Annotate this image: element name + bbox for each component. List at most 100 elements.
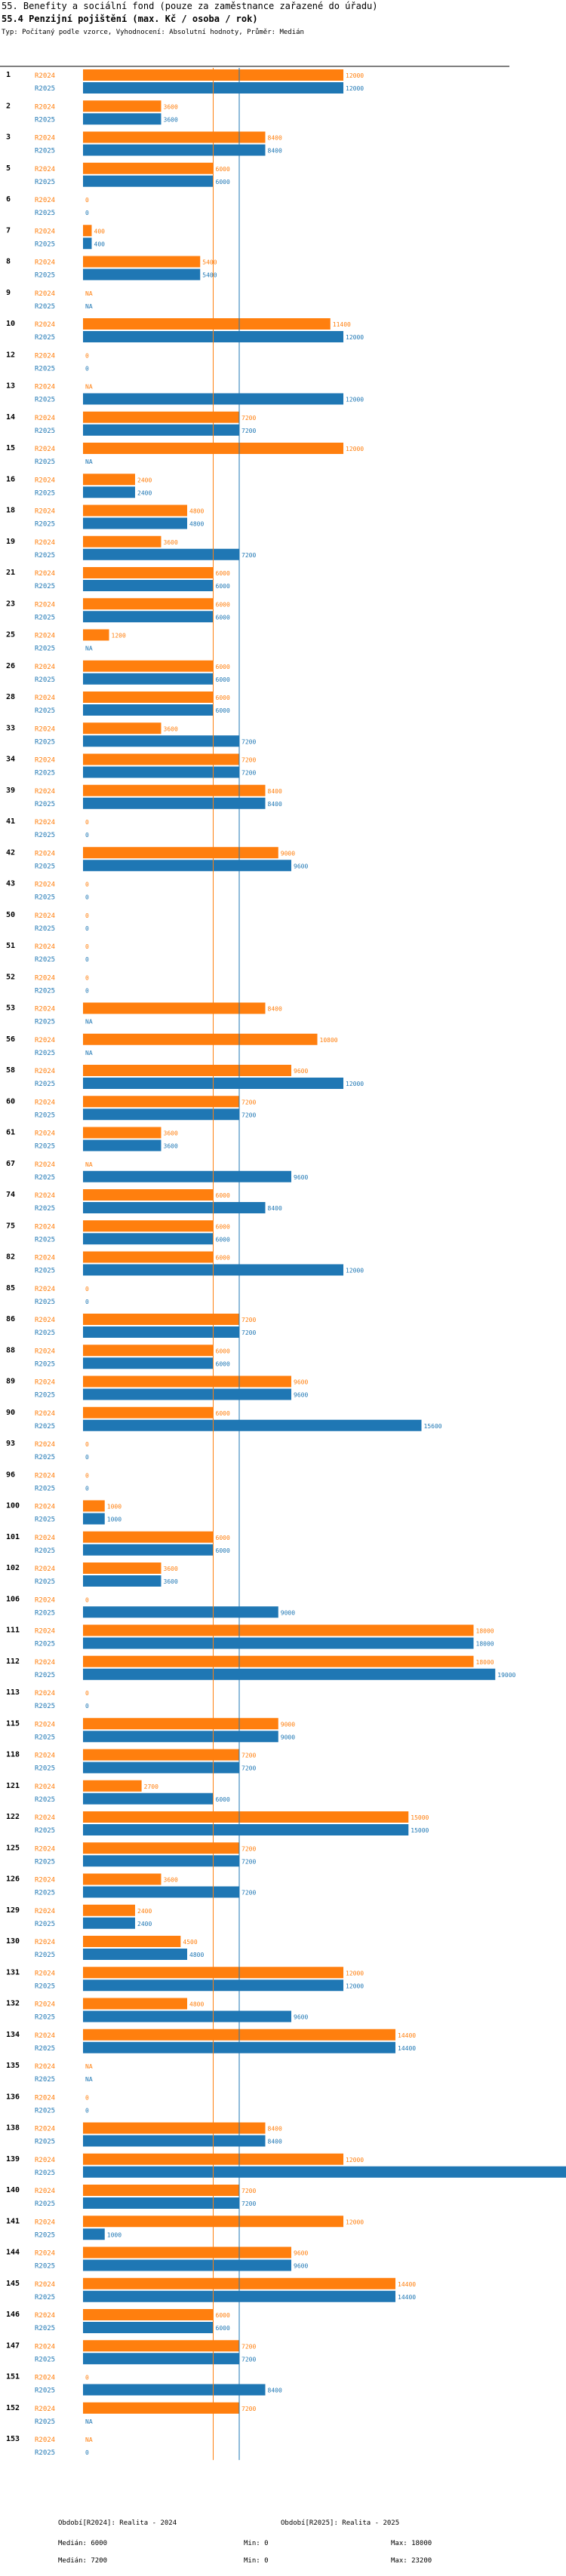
group-label-9: 9 (6, 289, 11, 297)
bar-r2025-90 (83, 1419, 422, 1431)
value-label-r2025-19: 7200 (241, 552, 256, 559)
value-label-r2024-85: 0 (85, 1286, 89, 1293)
legend-r2025-max: Max: 23200 (391, 2557, 432, 2565)
bar-r2025-100 (83, 1513, 105, 1525)
series-label-r2024-52: R2024 (35, 974, 55, 982)
value-label-r2025-136: 0 (85, 2107, 89, 2114)
value-label-r2025-144: 9600 (294, 2263, 308, 2270)
value-label-r2025-153: 0 (85, 2449, 89, 2456)
series-label-r2024-12: R2024 (35, 352, 55, 360)
bar-r2024-86 (83, 1314, 239, 1325)
value-label-r2025-106: 9000 (281, 1609, 295, 1616)
series-label-r2025-34: R2025 (35, 770, 55, 777)
series-label-r2025-41: R2025 (35, 832, 55, 839)
series-label-r2025-122: R2025 (35, 1827, 55, 1835)
value-label-r2024-2: 3600 (164, 103, 178, 110)
series-label-r2024-42: R2024 (35, 850, 55, 857)
series-label-r2024-90: R2024 (35, 1410, 55, 1418)
group-label-56: 56 (6, 1035, 15, 1044)
value-label-r2024-16: 2400 (137, 477, 152, 483)
bar-r2024-111 (83, 1624, 474, 1636)
value-label-r2025-23: 6000 (216, 614, 230, 621)
series-label-r2024-136: R2024 (35, 2094, 55, 2102)
value-label-r2024-25: 1200 (112, 633, 126, 639)
series-label-r2025-53: R2025 (35, 1019, 55, 1026)
series-label-r2025-96: R2025 (35, 1485, 55, 1492)
series-label-r2025-89: R2025 (35, 1392, 55, 1400)
bar-r2024-146 (83, 2309, 214, 2320)
value-label-r2024-61: 3600 (164, 1130, 178, 1137)
series-label-r2025-15: R2025 (35, 458, 55, 466)
value-label-r2025-74: 8400 (268, 1205, 282, 1212)
group-label-152: 152 (6, 2404, 20, 2412)
value-label-r2025-111: 18000 (476, 1641, 494, 1648)
legend-r2024-label: Období[R2024]: Realita - 2024 (58, 2519, 177, 2527)
series-label-r2025-140: R2025 (35, 2200, 55, 2208)
series-label-r2025-51: R2025 (35, 956, 55, 964)
series-label-r2024-18: R2024 (35, 508, 55, 516)
series-label-r2024-96: R2024 (35, 1472, 55, 1480)
series-label-r2025-67: R2025 (35, 1174, 55, 1182)
series-label-r2024-125: R2024 (35, 1845, 55, 1853)
series-label-r2024-89: R2024 (35, 1379, 55, 1387)
value-label-r2024-100: 1000 (107, 1504, 122, 1510)
group-label-101: 101 (6, 1533, 20, 1541)
series-label-r2024-88: R2024 (35, 1348, 55, 1355)
bar-r2024-126 (83, 1873, 161, 1885)
bar-r2024-42 (83, 847, 278, 859)
value-label-r2024-43: 0 (85, 882, 89, 888)
group-label-129: 129 (6, 1906, 20, 1915)
series-label-r2024-2: R2024 (35, 103, 55, 111)
value-label-r2024-88: 6000 (216, 1348, 230, 1354)
bar-r2024-144 (83, 2246, 291, 2259)
series-label-r2024-53: R2024 (35, 1006, 55, 1014)
value-label-r2024-147: 7200 (241, 2343, 256, 2350)
value-label-r2024-5: 6000 (216, 166, 230, 173)
value-label-r2024-33: 3600 (164, 725, 178, 732)
legend-r2025-min: Min: 0 (244, 2557, 269, 2565)
series-label-r2025-21: R2025 (35, 583, 55, 590)
value-label-r2024-139: 12000 (346, 2157, 364, 2164)
bar-r2024-75 (83, 1220, 214, 1232)
chart-section-title: 55. Benefity a sociální fond (pouze za z… (2, 1, 378, 11)
series-label-r2025-16: R2025 (35, 489, 55, 497)
value-label-r2025-16: 2400 (137, 489, 152, 496)
series-label-r2025-85: R2025 (35, 1299, 55, 1306)
series-label-r2024-85: R2024 (35, 1286, 55, 1293)
series-label-r2024-138: R2024 (35, 2126, 55, 2133)
value-label-r2025-5: 6000 (216, 179, 230, 186)
group-label-51: 51 (6, 942, 15, 950)
series-label-r2025-6: R2025 (35, 210, 55, 217)
group-label-132: 132 (6, 2000, 20, 2008)
series-label-r2025-100: R2025 (35, 1516, 55, 1524)
value-label-r2025-132: 9600 (294, 2014, 308, 2021)
value-label-r2025-15: NA (85, 458, 93, 465)
series-label-r2024-7: R2024 (35, 228, 55, 235)
series-label-r2025-101: R2025 (35, 1547, 55, 1555)
value-label-r2025-18: 4800 (189, 521, 204, 528)
value-label-r2024-82: 6000 (216, 1255, 230, 1262)
bar-r2025-146 (83, 2322, 214, 2333)
group-label-111: 111 (6, 1627, 20, 1635)
series-label-r2025-12: R2025 (35, 365, 55, 373)
bar-r2024-102 (83, 1562, 161, 1574)
series-label-r2025-152: R2025 (35, 2418, 55, 2426)
value-label-r2024-129: 2400 (137, 1908, 152, 1915)
value-label-r2024-112: 18000 (476, 1659, 494, 1666)
group-label-13: 13 (6, 382, 15, 391)
series-label-r2025-43: R2025 (35, 894, 55, 902)
value-label-r2024-42: 9000 (281, 850, 295, 857)
bar-r2025-7 (83, 238, 92, 250)
value-label-r2025-26: 6000 (216, 676, 230, 683)
series-label-r2025-19: R2025 (35, 552, 55, 560)
bar-r2025-144 (83, 2259, 291, 2271)
value-label-r2024-1: 12000 (346, 72, 364, 79)
series-label-r2024-106: R2024 (35, 1596, 55, 1604)
group-label-75: 75 (6, 1222, 15, 1230)
value-label-r2024-18: 4800 (189, 508, 204, 515)
series-label-r2024-130: R2024 (35, 1939, 55, 1946)
series-label-r2025-88: R2025 (35, 1360, 55, 1368)
bar-r2025-138 (83, 2135, 266, 2147)
series-label-r2025-118: R2025 (35, 1765, 55, 1773)
